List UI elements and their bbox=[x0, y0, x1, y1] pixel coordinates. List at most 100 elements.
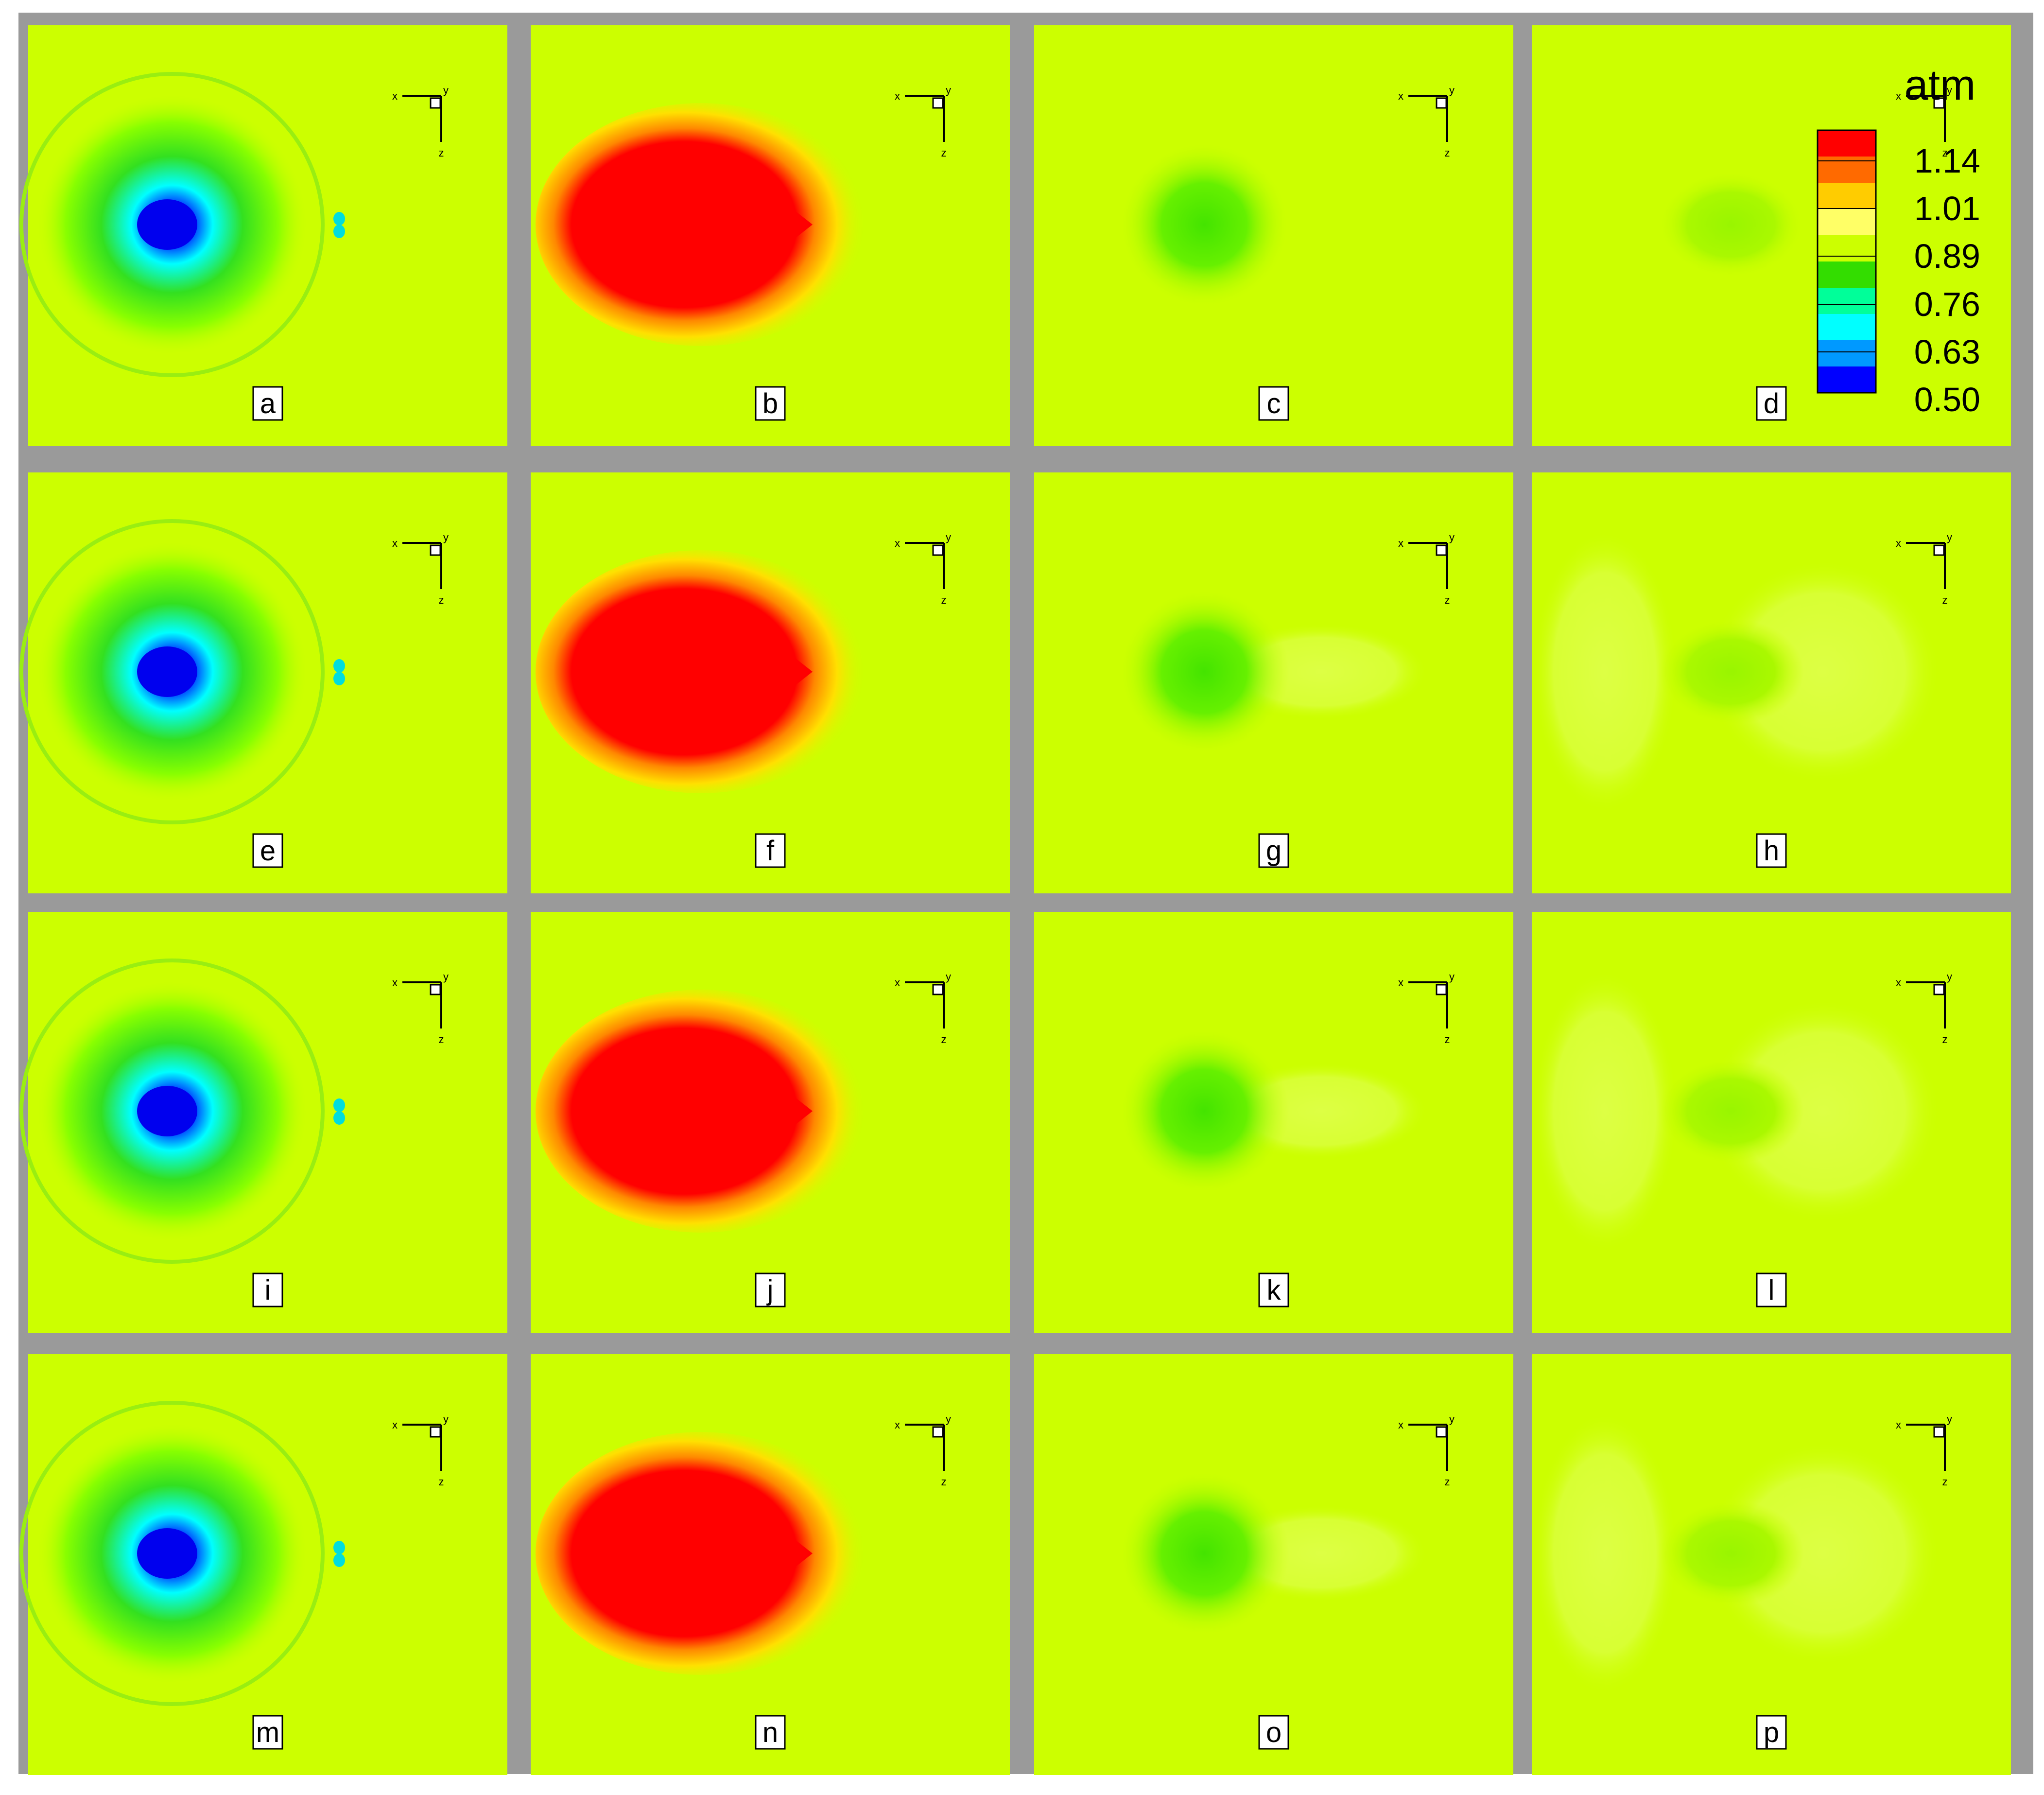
panel-label: p bbox=[1764, 1717, 1779, 1748]
panel-label-box: p bbox=[1756, 1715, 1787, 1750]
panel-label-box: i bbox=[252, 1272, 283, 1307]
panel-label-box: c bbox=[1258, 386, 1289, 421]
axes-triad: x y z bbox=[392, 531, 449, 606]
panel-label-box: j bbox=[755, 1272, 786, 1307]
axis-z-label: z bbox=[1445, 147, 1450, 159]
colorbar-band bbox=[1818, 340, 1876, 367]
axis-x-label: x bbox=[1896, 1419, 1901, 1431]
probe-marker bbox=[333, 659, 345, 673]
pressure-dip bbox=[1658, 171, 1804, 278]
axis-y-label: y bbox=[1947, 1413, 1952, 1425]
axis-y-label: y bbox=[1449, 84, 1455, 96]
axis-y-label: y bbox=[1947, 531, 1952, 543]
panel-label: h bbox=[1764, 835, 1779, 867]
axes-triad: x y z bbox=[1398, 1413, 1455, 1488]
panel-label: n bbox=[762, 1717, 778, 1748]
pressure-dip bbox=[1119, 589, 1289, 754]
panel-label: g bbox=[1266, 835, 1282, 867]
pressure-dip bbox=[1658, 1058, 1804, 1165]
panel-label: d bbox=[1764, 388, 1779, 419]
axis-x-label: x bbox=[1398, 1419, 1403, 1431]
panel-label-box: h bbox=[1756, 833, 1787, 868]
axis-x-label: x bbox=[895, 537, 900, 549]
panel-label: o bbox=[1266, 1717, 1282, 1748]
contour-panel-b: x y z b bbox=[531, 25, 1010, 446]
panel-label-box: o bbox=[1258, 1715, 1289, 1750]
axis-z-label: z bbox=[439, 1033, 444, 1046]
pressure-dip bbox=[1658, 618, 1804, 725]
axis-z-label: z bbox=[1942, 1476, 1948, 1488]
axis-y-label: y bbox=[443, 531, 449, 543]
wake-region bbox=[1532, 1412, 1678, 1694]
axes-triad: x y z bbox=[1896, 1413, 1952, 1488]
probe-marker bbox=[333, 672, 345, 685]
contour-panel-k: x y z k bbox=[1034, 912, 1513, 1333]
high-pressure-core bbox=[594, 600, 813, 744]
axis-z-label: z bbox=[941, 1033, 947, 1046]
axis-y-label: y bbox=[443, 1413, 449, 1425]
axis-y-label: y bbox=[1449, 531, 1455, 543]
axis-z-label: z bbox=[941, 1476, 947, 1488]
panel-label-box: e bbox=[252, 833, 283, 868]
contour-panel-o: x y z o bbox=[1034, 1354, 1513, 1775]
colorbar-band bbox=[1818, 314, 1876, 341]
axis-x-label: x bbox=[392, 537, 398, 549]
axis-y-label: y bbox=[946, 1413, 951, 1425]
colorbar: atm 1.14 1.01 0.89 0.76 0.63 0.50 bbox=[1817, 61, 1980, 418]
colorbar-tick-label: 0.89 bbox=[1914, 237, 1980, 275]
pressure-dip bbox=[1119, 142, 1289, 307]
axis-x-label: x bbox=[392, 90, 398, 102]
contour-panel-g: x y z g bbox=[1034, 472, 1513, 893]
panel-label: a bbox=[260, 388, 276, 419]
panel-label-box: l bbox=[1756, 1272, 1787, 1307]
axis-z-label: z bbox=[941, 147, 947, 159]
colorbar-band bbox=[1818, 261, 1876, 288]
panel-label: f bbox=[766, 835, 775, 867]
colorbar-band bbox=[1818, 288, 1876, 314]
contour-panel-p: x y z p bbox=[1532, 1354, 2011, 1775]
low-pressure-center bbox=[137, 1086, 197, 1136]
contour-panel-e: x y z e bbox=[19, 472, 507, 893]
axis-z-label: z bbox=[1445, 1033, 1450, 1046]
colorbar-band bbox=[1818, 235, 1876, 262]
wake-region bbox=[1707, 1442, 1940, 1665]
contour-panel-n: x y z n bbox=[531, 1354, 1010, 1775]
probe-marker bbox=[333, 225, 345, 238]
axes-triad: x y z bbox=[895, 1413, 951, 1488]
panel-label: c bbox=[1267, 388, 1281, 419]
axes-triad: x y z bbox=[392, 971, 449, 1046]
low-pressure-center bbox=[137, 199, 197, 250]
axes-triad: x y z bbox=[1398, 531, 1455, 606]
axis-x-label: x bbox=[392, 1419, 398, 1431]
axis-x-label: x bbox=[895, 90, 900, 102]
axes-triad: x y z bbox=[1896, 531, 1952, 606]
axis-y-label: y bbox=[443, 971, 449, 983]
colorbar-tick-label: 1.01 bbox=[1914, 190, 1980, 227]
axis-x-label: x bbox=[1398, 976, 1403, 989]
colorbar-band bbox=[1818, 130, 1876, 157]
shock-ring bbox=[19, 72, 325, 377]
contour-panel-i: x y z i bbox=[19, 912, 507, 1333]
axis-y-label: y bbox=[946, 531, 951, 543]
probe-marker bbox=[333, 1541, 345, 1554]
axes-triad: x y z bbox=[895, 84, 951, 159]
axis-y-label: y bbox=[946, 84, 951, 96]
panel-label-box: f bbox=[755, 833, 786, 868]
axes-triad: x y z bbox=[1896, 971, 1952, 1046]
axis-x-label: x bbox=[1896, 537, 1901, 549]
high-pressure-core bbox=[594, 153, 813, 296]
axes-triad: x y z bbox=[895, 971, 951, 1046]
high-pressure-core bbox=[594, 1481, 813, 1625]
contour-panel-h: x y z h bbox=[1532, 472, 2011, 893]
axes-triad: x y z bbox=[392, 1413, 449, 1488]
axis-z-label: z bbox=[439, 1476, 444, 1488]
panel-label-box: d bbox=[1756, 386, 1787, 421]
axis-x-label: x bbox=[1896, 90, 1901, 102]
axis-x-label: x bbox=[895, 976, 900, 989]
probe-marker bbox=[333, 1111, 345, 1125]
wake-region bbox=[1532, 531, 1678, 813]
axis-x-label: x bbox=[392, 976, 398, 989]
colorbar-tick-label: 0.63 bbox=[1914, 333, 1980, 371]
contour-panel-j: x y z j bbox=[531, 912, 1010, 1333]
